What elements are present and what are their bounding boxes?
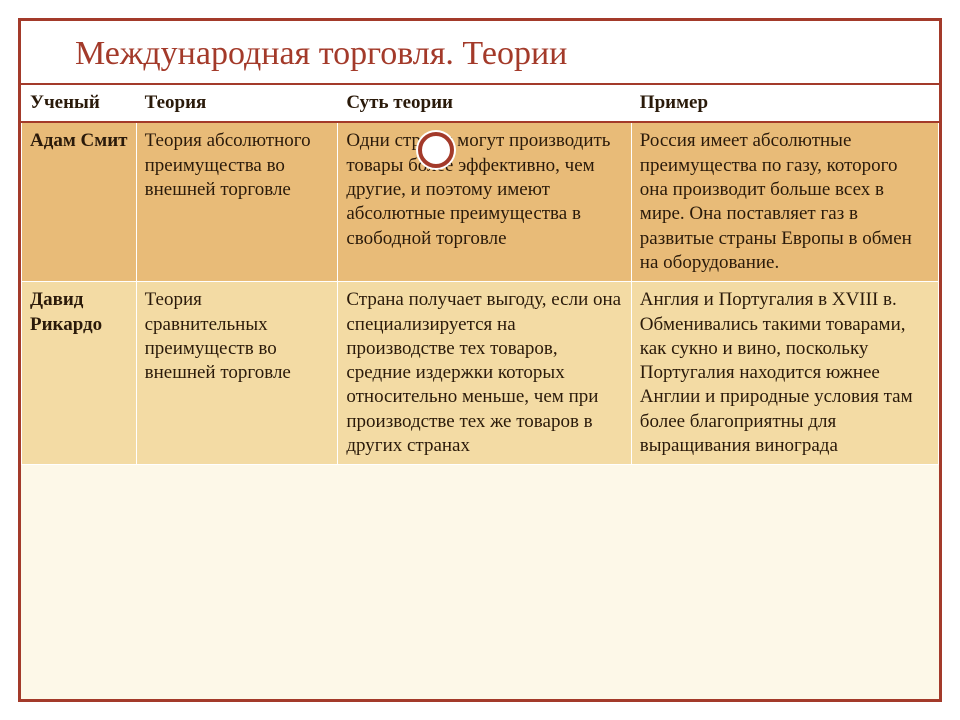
col-example: Пример [631, 84, 938, 122]
slide-title: Международная торговля. Теории [21, 21, 939, 83]
pointer-ring-icon [418, 132, 454, 168]
col-essence: Суть теории [338, 84, 631, 122]
col-scientist: Ученый [22, 84, 137, 122]
cell-essence: Одни страны могут производить товары бол… [338, 122, 631, 281]
cell-theory: Теория сравнительных преимуществ во внеш… [136, 282, 338, 465]
cell-scientist: Давид Рикардо [22, 282, 137, 465]
cell-example: Россия имеет абсолютные преимущества по … [631, 122, 938, 281]
cell-example: Англия и Португалия в XVIII в. Обменивал… [631, 282, 938, 465]
cell-essence: Страна получает выгоду, если она специал… [338, 282, 631, 465]
slide-frame: Международная торговля. Теории Ученый Те… [18, 18, 942, 702]
col-theory: Теория [136, 84, 338, 122]
table-row: Давид Рикардо Теория сравнительных преим… [22, 282, 939, 465]
theories-table: Ученый Теория Суть теории Пример Адам См… [21, 83, 939, 465]
table-header-row: Ученый Теория Суть теории Пример [22, 84, 939, 122]
cell-theory: Теория абсолютного преимущества во внешн… [136, 122, 338, 281]
table-row: Адам Смит Теория абсолютного преимуществ… [22, 122, 939, 281]
cell-scientist: Адам Смит [22, 122, 137, 281]
